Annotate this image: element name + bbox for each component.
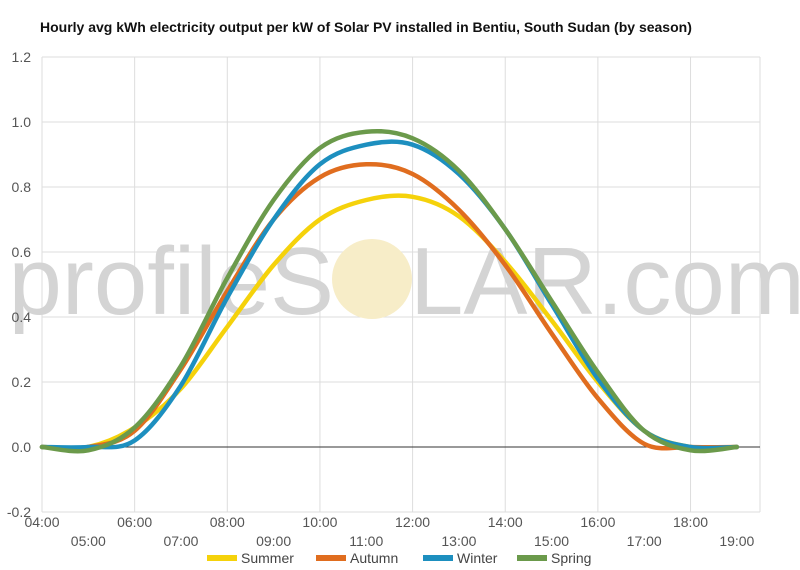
x-tick-label: 10:00: [302, 514, 337, 530]
y-tick-label: -0.2: [7, 504, 31, 520]
x-tick-label: 12:00: [395, 514, 430, 530]
series-line-spring: [39, 128, 740, 454]
x-tick-label: 09:00: [256, 533, 291, 549]
x-tick-label: 04:00: [24, 514, 59, 530]
y-tick-label: 1.2: [12, 49, 32, 65]
y-tick-label: 1.0: [12, 114, 32, 130]
y-tick-label: 0.6: [12, 244, 32, 260]
x-tick-label: 11:00: [349, 533, 383, 549]
y-axis-ticks: -0.2 0.0 0.2 0.4 0.6 0.8 1.0 1.2: [7, 49, 31, 520]
legend-swatch-winter: [423, 555, 453, 561]
y-tick-label: 0.0: [12, 439, 32, 455]
x-tick-label: 15:00: [534, 533, 569, 549]
watermark-sun-icon: [332, 239, 412, 319]
legend-label-autumn: Autumn: [350, 550, 398, 566]
x-tick-label: 06:00: [117, 514, 152, 530]
series-lines: [39, 128, 740, 454]
legend: Summer Autumn Winter Spring: [207, 550, 591, 566]
series-line-winter: [39, 139, 740, 451]
y-tick-label: 0.8: [12, 179, 32, 195]
watermark-text-left: profileS: [9, 228, 335, 335]
y-tick-label: 0.2: [12, 374, 32, 390]
profilesolar-watermark: profileS LAR.com: [9, 228, 800, 335]
x-tick-label: 18:00: [673, 514, 708, 530]
x-tick-label: 08:00: [210, 514, 245, 530]
legend-swatch-autumn: [316, 555, 346, 561]
x-tick-label: 05:00: [71, 533, 106, 549]
grid: [41, 56, 761, 513]
legend-label-spring: Spring: [551, 550, 591, 566]
legend-swatch-spring: [517, 555, 547, 561]
legend-swatch-summer: [207, 555, 237, 561]
x-tick-label: 17:00: [627, 533, 662, 549]
x-tick-label: 19:00: [719, 533, 754, 549]
y-tick-label: 0.4: [12, 309, 32, 325]
x-tick-label: 13:00: [441, 533, 476, 549]
watermark-text-right: LAR.com: [410, 228, 800, 335]
chart-title: Hourly avg kWh electricity output per kW…: [40, 19, 692, 35]
x-tick-label: 16:00: [580, 514, 615, 530]
legend-label-summer: Summer: [241, 550, 294, 566]
x-tick-label: 07:00: [163, 533, 198, 549]
x-axis-ticks: 04:00 05:00 06:00 07:00 08:00 09:00 10:00 11:00…: [24, 514, 754, 549]
x-tick-label: 14:00: [488, 514, 523, 530]
legend-label-winter: Winter: [457, 550, 498, 566]
